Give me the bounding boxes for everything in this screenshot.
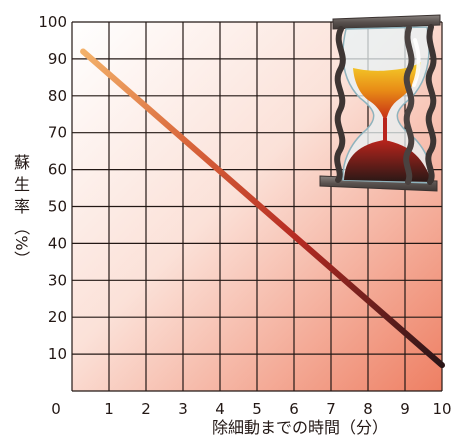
x-axis: 1 2 3 4 5 6 7 8 9 10 <box>104 400 451 418</box>
x-tick-label: 1 <box>104 400 114 418</box>
y-tick-label: 50 <box>48 198 67 216</box>
y-axis-title-char: 生 <box>14 175 30 194</box>
x-tick-label: 9 <box>400 400 410 418</box>
y-axis-title-char: 蘇 <box>14 153 30 172</box>
x-axis-title: 除細動までの時間（分） <box>212 418 388 437</box>
y-tick-label: 70 <box>48 124 67 142</box>
y-axis-unit: （%） <box>12 219 31 266</box>
y-tick-label: 90 <box>48 50 67 68</box>
series-line <box>80 48 445 369</box>
x-tick-label: 5 <box>252 400 262 418</box>
y-tick-label: 10 <box>48 345 67 363</box>
origin-label: 0 <box>51 400 61 418</box>
y-tick-label: 80 <box>48 87 67 105</box>
x-tick-label: 2 <box>141 400 151 418</box>
x-tick-label: 10 <box>432 400 451 418</box>
y-axis-title: 蘇 生 率 （%） <box>12 153 31 267</box>
x-tick-label: 4 <box>215 400 225 418</box>
series-group <box>80 48 445 369</box>
x-tick-label: 3 <box>178 400 188 418</box>
hourglass-icon <box>319 14 441 192</box>
y-tick-label: 30 <box>48 271 67 289</box>
y-axis-title-char: 率 <box>14 197 30 216</box>
y-tick-label: 60 <box>48 161 67 179</box>
x-tick-label: 7 <box>326 400 336 418</box>
y-tick-label: 100 <box>38 13 67 31</box>
x-tick-label: 8 <box>363 400 373 418</box>
y-tick-label: 40 <box>48 234 67 252</box>
y-axis: 10 20 30 40 50 60 70 80 90 100 <box>38 13 67 363</box>
x-tick-label: 6 <box>289 400 299 418</box>
y-tick-label: 20 <box>48 308 67 326</box>
